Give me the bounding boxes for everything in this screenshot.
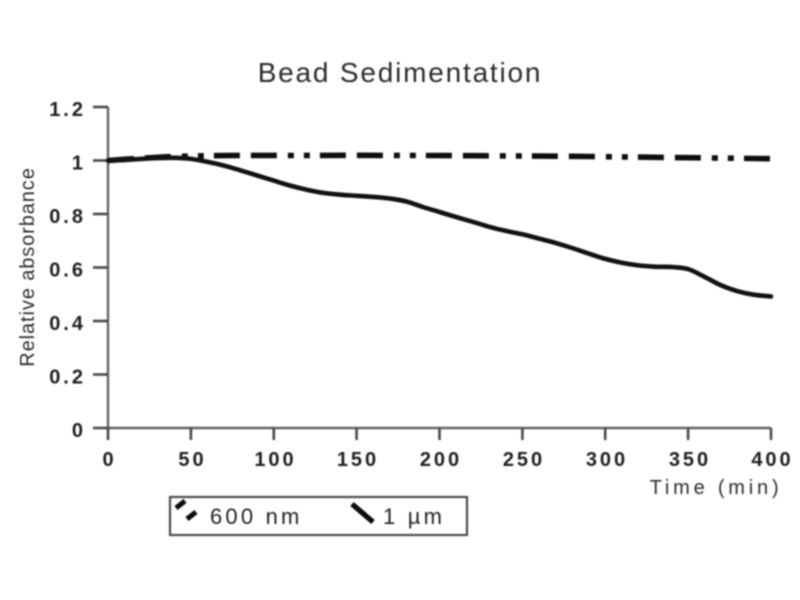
svg-text:0.4: 0.4 xyxy=(49,313,86,335)
svg-text:0.6: 0.6 xyxy=(49,260,86,282)
svg-text:150: 150 xyxy=(337,449,379,471)
svg-text:300: 300 xyxy=(586,449,628,471)
svg-text:1.2: 1.2 xyxy=(49,99,86,121)
svg-text:0: 0 xyxy=(102,449,116,471)
svg-text:1 µm: 1 µm xyxy=(383,504,445,529)
svg-text:Bead Sedimentation: Bead Sedimentation xyxy=(258,57,543,88)
svg-text:600 nm: 600 nm xyxy=(210,504,303,529)
svg-text:Time (min): Time (min) xyxy=(650,477,783,499)
svg-text:0.2: 0.2 xyxy=(49,367,86,389)
svg-text:200: 200 xyxy=(420,449,462,471)
svg-text:0: 0 xyxy=(72,420,86,442)
svg-text:400: 400 xyxy=(751,449,793,471)
svg-text:250: 250 xyxy=(503,449,545,471)
svg-text:350: 350 xyxy=(669,449,711,471)
svg-text:Relative absorbance: Relative absorbance xyxy=(17,167,39,366)
svg-text:1: 1 xyxy=(72,153,86,175)
svg-text:100: 100 xyxy=(254,449,296,471)
svg-text:0.8: 0.8 xyxy=(49,206,86,228)
svg-text:50: 50 xyxy=(178,449,206,471)
